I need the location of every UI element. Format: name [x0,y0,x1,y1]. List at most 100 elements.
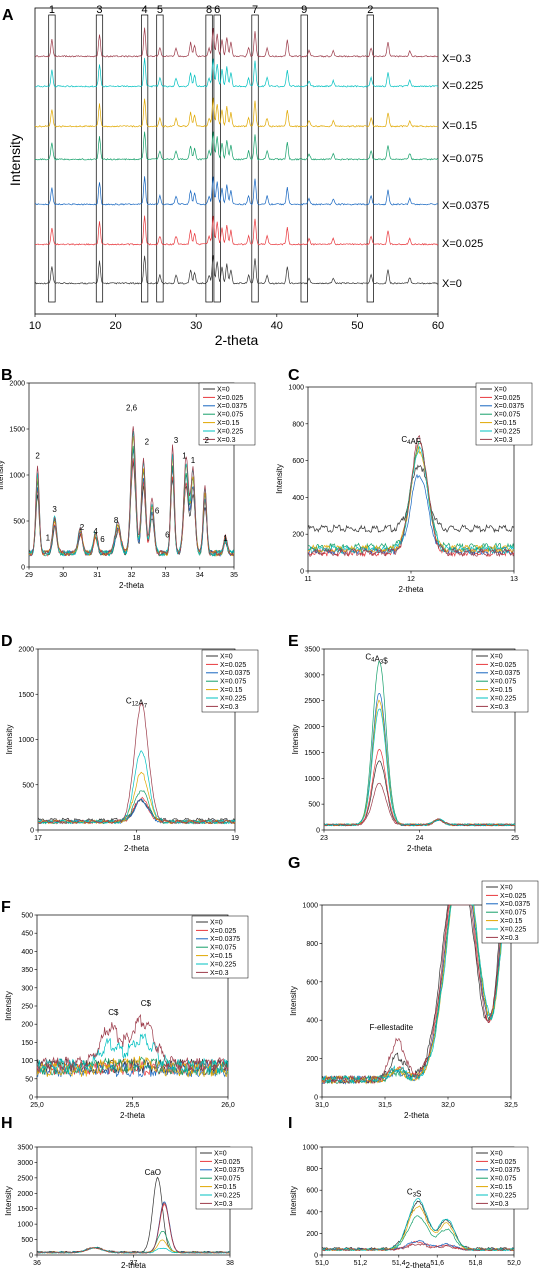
peak-box-rect [156,14,164,303]
legend-label: X=0.15 [220,687,242,694]
y-tick-label: 1000 [288,385,304,392]
x-tick-label: 18 [133,835,141,842]
y-tick-label: 500 [13,519,25,526]
legend-label: X=0.075 [210,945,236,952]
peak-annotation: 2 [204,436,209,445]
legend-label: X=0.225 [220,695,246,702]
y-tick-label: 0 [29,1095,33,1102]
legend-label: X=0.3 [490,1201,509,1208]
peak-box: 2 [366,4,374,303]
series-line [36,1202,231,1254]
x-tick-label: 37 [130,1260,138,1267]
panel-g: G 31,0 31,5 32,0 32,5 0 200 400 600 800 1000 2-thet… [288,855,539,1120]
legend-label: X=0.075 [217,412,243,419]
series-label: X=0.225 [442,80,483,92]
peak-annotation: C4AF [401,435,420,446]
legend-label: X=0.3 [220,704,239,711]
peak-annotation: C4A3$ [365,652,388,665]
tick-label: 50 [351,320,363,332]
x-tick-label: 30 [59,572,67,579]
series-line [307,435,515,558]
x-tick-label: 25,5 [126,1102,140,1109]
tick-label: 60 [432,320,444,332]
legend-label: X=0.0375 [500,901,530,908]
series-line [323,760,516,827]
series-line [307,443,515,558]
legend-label: X=0.15 [490,1184,512,1191]
legend-label: X=0.0375 [214,1167,244,1174]
series-line [28,426,235,557]
x-tick-label: 51,0 [315,1260,329,1267]
legend-label: X=0.3 [490,704,509,711]
peak-annotation: 2,6 [126,404,138,413]
y-tick-label: 1000 [18,737,34,744]
x-tick-label: 31,0 [315,1102,329,1109]
x-tick-label: 24 [416,835,424,842]
x-tick-label: 32,5 [504,1102,518,1109]
legend-label: X=0.025 [500,893,526,900]
series-line [307,440,515,552]
legend-label: X=0.225 [500,926,526,933]
x-tick-label: 25,0 [30,1102,44,1109]
x-tick-label: 29 [25,572,33,579]
legend-label: X=0.3 [217,437,236,444]
y-tick-label: 1500 [304,750,320,757]
y-tick-label: 200 [306,1056,318,1063]
y-tick-label: 500 [308,802,320,809]
legend-label: X=0 [490,653,503,660]
legend-label: X=0.075 [500,910,526,917]
panel-b: B29 30 31 32 33 34 3505001000150020002-thetaIn… [0,367,256,590]
legend-label: X=0.0375 [217,403,247,410]
series-label: X=0.0375 [442,200,489,212]
y-tick-label: 3000 [17,1160,33,1167]
y-tick-label: 50 [25,1076,33,1083]
peak-box-rect [48,14,56,303]
legend-label: X=0.3 [494,437,513,444]
y-tick-label: 200 [21,1022,33,1029]
panel-letter: D [1,633,13,650]
series-line [36,1061,229,1078]
peak-box-label: 3 [96,4,102,16]
y-tick-label: 1500 [17,1206,33,1213]
legend-label: X=0.15 [217,420,239,427]
series-line [36,1033,229,1075]
y-tick-label: 500 [22,782,34,789]
y-tick-label: 2000 [17,1191,33,1198]
y-axis-label: Intensity [4,991,13,1021]
peak-annotation: 2 [80,523,85,532]
legend-label: X=0 [214,1150,227,1157]
tick-label: 10 [29,320,41,332]
peak-annotation: 1 [46,533,51,542]
series-label: X=0 [442,278,462,290]
legend-label: X=0 [494,386,507,393]
x-tick-label: 11 [304,576,311,583]
peak-annotation: C12A7 [126,696,148,709]
x-axis-label: 2-theta [119,581,144,590]
x-tick-label: 32,0 [441,1102,455,1109]
series-line [37,701,236,825]
x-tick-label: 23 [320,835,328,842]
series-line [37,1201,231,1254]
legend-label: X=0.15 [490,687,512,694]
peak-annotation: 1 [191,456,196,465]
panel-letter: F [1,899,11,916]
series-line [34,57,439,88]
x-axis-label: 2-theta [407,844,432,853]
legend-label: X=0.075 [490,679,516,686]
y-tick-label: 0 [21,565,25,572]
y-tick-label: 300 [21,985,33,992]
legend-label: X=0.225 [210,961,236,968]
plot-frame [34,7,439,315]
y-tick-label: 500 [21,913,33,920]
y-tick-label: 2500 [17,1175,33,1182]
series-label: X=0.075 [442,153,483,165]
legend-label: X=0.225 [494,428,520,435]
series-line [36,1013,229,1073]
peak-annotation: C$ [108,1008,119,1017]
peak-box: 5 [156,4,164,303]
